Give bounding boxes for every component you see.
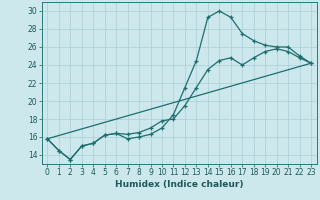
- X-axis label: Humidex (Indice chaleur): Humidex (Indice chaleur): [115, 180, 244, 189]
